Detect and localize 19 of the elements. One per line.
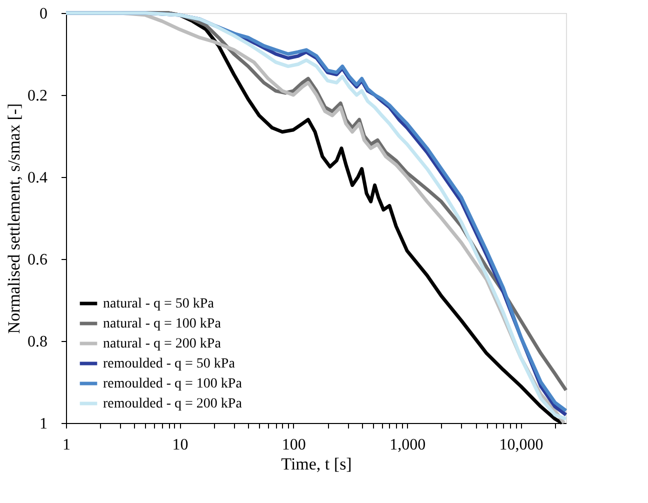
y-tick-label: 0 [40,6,48,22]
y-tick-label: 1 [40,416,48,432]
legend-label: remoulded - q = 50 kPa [103,356,236,372]
legend-label: remoulded - q = 100 kPa [103,376,243,392]
x-tick-label: 100 [282,436,306,454]
y-tick-label: 0.2 [28,88,48,104]
y-tick-label: 0.8 [28,334,48,350]
legend-label: natural - q = 200 kPa [103,336,222,352]
x-tick-label: 1,000 [390,436,426,454]
legend-label: natural - q = 50 kPa [103,296,215,312]
x-axis-title: Time, t [s] [281,454,352,474]
x-tick-label: 10,000 [499,436,544,454]
y-tick-label: 0.4 [28,170,48,186]
x-tick-label: 1 [62,436,70,454]
y-tick-label: 0.6 [28,252,48,268]
x-tick-label: 10 [172,436,188,454]
y-axis-title: Normalised settlement, s/smax [-] [4,103,24,334]
legend-label: natural - q = 100 kPa [103,316,222,332]
legend-label: remoulded - q = 200 kPa [103,396,243,412]
